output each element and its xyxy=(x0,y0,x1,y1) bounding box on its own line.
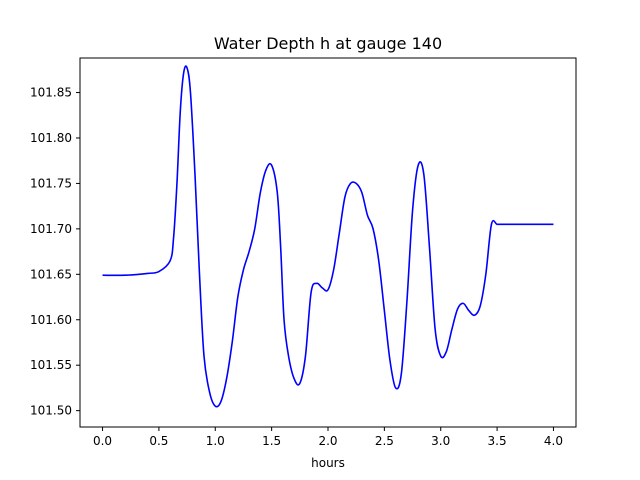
x-tick-label: 2.0 xyxy=(318,434,337,448)
y-axis: 101.50 101.55 101.60 101.65 101.70 101.75 101.… xyxy=(30,86,80,418)
y-tick-label: 101.80 xyxy=(30,131,72,145)
series-line-0 xyxy=(102,65,554,408)
y-tick-label: 101.65 xyxy=(30,267,72,281)
x-tick-label: 3.0 xyxy=(431,434,450,448)
chart-title: Water Depth h at gauge 140 xyxy=(214,34,442,53)
y-tick-label: 101.70 xyxy=(30,222,72,236)
x-tick-label: 0.5 xyxy=(149,434,168,448)
x-tick-label: 1.0 xyxy=(206,434,225,448)
x-tick-label: 3.5 xyxy=(488,434,507,448)
x-tick-label: 2.5 xyxy=(375,434,394,448)
x-axis: 0.0 0.5 1.0 1.5 2.0 2.5 3.0 3.5 4.0 xyxy=(93,427,563,448)
y-tick-label: 101.60 xyxy=(30,313,72,327)
x-tick-label: 4.0 xyxy=(544,434,563,448)
x-axis-label: hours xyxy=(311,456,345,470)
x-tick-label: 0.0 xyxy=(93,434,112,448)
plot-area xyxy=(102,65,554,408)
y-tick-label: 101.50 xyxy=(30,404,72,418)
y-tick-label: 101.85 xyxy=(30,86,72,100)
y-tick-label: 101.55 xyxy=(30,358,72,372)
x-tick-label: 1.5 xyxy=(262,434,281,448)
y-tick-label: 101.75 xyxy=(30,176,72,190)
